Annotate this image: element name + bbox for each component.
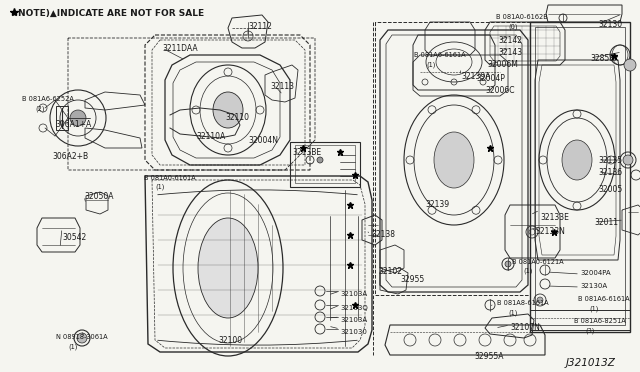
Text: 306A2+B: 306A2+B [52, 152, 88, 161]
Text: N 08918-3061A: N 08918-3061A [56, 334, 108, 340]
Circle shape [77, 333, 87, 343]
Text: 32133E: 32133E [540, 213, 569, 222]
Bar [290, 142, 360, 187]
Text: 32110: 32110 [225, 113, 249, 122]
Text: 32135: 32135 [598, 156, 622, 165]
Text: 32113: 32113 [270, 82, 294, 91]
Text: 32112: 32112 [248, 22, 272, 31]
Ellipse shape [434, 132, 474, 188]
Text: (1): (1) [426, 61, 435, 67]
Text: B 081A6-6161A: B 081A6-6161A [578, 296, 630, 302]
Text: (1): (1) [155, 184, 164, 190]
Text: (1): (1) [68, 343, 77, 350]
Text: 32004P: 32004P [476, 74, 505, 83]
Circle shape [505, 261, 511, 267]
Text: 32139A: 32139A [461, 72, 490, 81]
Text: B 081A0-6162B: B 081A0-6162B [496, 14, 548, 20]
Text: (0): (0) [508, 23, 518, 29]
Text: (3): (3) [585, 327, 595, 334]
Text: (1): (1) [523, 268, 532, 275]
Circle shape [624, 59, 636, 71]
Text: J321013Z: J321013Z [566, 358, 616, 368]
Text: 32130: 32130 [598, 20, 622, 29]
Text: 32110A: 32110A [196, 132, 225, 141]
Text: (2): (2) [35, 105, 45, 112]
Bar [295, 145, 355, 183]
Text: 32138: 32138 [371, 230, 395, 239]
Text: 32011: 32011 [594, 218, 618, 227]
Text: NOTE)▲INDICATE ARE NOT FOR SALE: NOTE)▲INDICATE ARE NOT FOR SALE [18, 9, 204, 17]
Ellipse shape [213, 92, 243, 128]
Text: 32107N: 32107N [510, 323, 540, 332]
Text: 32955A: 32955A [474, 352, 504, 361]
Text: 32004N: 32004N [248, 136, 278, 145]
Text: 32006M: 32006M [487, 60, 518, 69]
Circle shape [537, 297, 543, 303]
Text: 32133N: 32133N [535, 227, 565, 236]
Text: 32006C: 32006C [485, 86, 515, 95]
Text: 32130A: 32130A [580, 283, 607, 289]
Text: 32100: 32100 [218, 336, 242, 345]
Text: B 081A6-8251A: B 081A6-8251A [574, 318, 626, 324]
Text: B 081A6-6161A: B 081A6-6161A [414, 52, 466, 58]
Text: 32136: 32136 [598, 168, 622, 177]
Text: 32858x: 32858x [590, 54, 618, 63]
Text: 30542: 30542 [62, 233, 86, 242]
Text: 32139: 32139 [425, 200, 449, 209]
Text: 321030: 321030 [340, 329, 367, 335]
Text: 32103A: 32103A [340, 291, 367, 297]
Text: 32050A: 32050A [84, 192, 113, 201]
Text: B 081A6-6252A: B 081A6-6252A [22, 96, 74, 102]
Text: 32955: 32955 [400, 275, 424, 284]
Text: 32004PA: 32004PA [580, 270, 611, 276]
Text: (1): (1) [589, 305, 598, 311]
Text: 32005: 32005 [598, 185, 622, 194]
Text: 32103Q: 32103Q [340, 305, 368, 311]
Text: 32142: 32142 [498, 36, 522, 45]
Ellipse shape [562, 140, 592, 180]
Ellipse shape [198, 218, 258, 318]
Text: 32143: 32143 [498, 48, 522, 57]
Bar [56, 106, 68, 130]
Text: B 081A8-6161A: B 081A8-6161A [497, 300, 548, 306]
Bar [530, 22, 630, 332]
Text: 3211DAA: 3211DAA [162, 44, 198, 53]
Text: B 081A0-6121A: B 081A0-6121A [512, 259, 564, 265]
Text: B 081A0-6161A: B 081A0-6161A [144, 175, 196, 181]
Circle shape [70, 110, 86, 126]
Bar [535, 27, 625, 325]
Text: (1): (1) [508, 309, 517, 315]
Circle shape [317, 157, 323, 163]
Text: 32103A: 32103A [340, 317, 367, 323]
Text: 306A1+A: 306A1+A [55, 120, 92, 129]
Text: 3213BE: 3213BE [292, 148, 321, 157]
Text: 32102: 32102 [378, 267, 402, 276]
Circle shape [623, 155, 633, 165]
